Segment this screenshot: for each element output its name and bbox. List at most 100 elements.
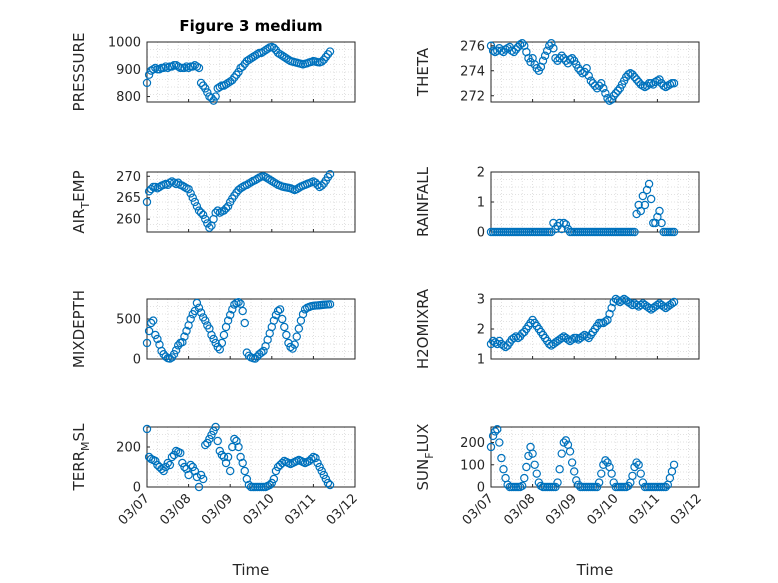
y-tick-label: 274 — [460, 64, 485, 79]
data-point — [319, 470, 328, 480]
data-point — [565, 55, 575, 64]
data-point — [561, 220, 571, 229]
data-point — [153, 184, 162, 193]
data-point — [240, 466, 249, 476]
data-point — [278, 314, 287, 324]
data-point — [572, 333, 581, 343]
data-point — [142, 197, 152, 207]
x-axis-label-left: Time — [232, 561, 270, 579]
y-label-main: SUN — [414, 459, 432, 491]
data-point — [151, 330, 160, 340]
x-tick-label: 03/09 — [543, 491, 580, 528]
data-point — [267, 176, 276, 186]
data-point — [499, 465, 508, 474]
data-point — [186, 314, 195, 324]
data-point — [325, 47, 335, 56]
data-point — [278, 458, 287, 468]
data-point — [317, 57, 326, 66]
data-point — [153, 334, 162, 344]
data-point — [630, 72, 639, 82]
series-markers — [142, 422, 335, 492]
data-point — [196, 308, 206, 317]
y-tick-label: 260 — [116, 213, 141, 228]
data-point — [572, 476, 581, 485]
data-point — [503, 44, 512, 53]
data-point — [313, 180, 322, 190]
data-point — [232, 436, 241, 446]
data-point — [578, 332, 587, 341]
series-markers — [486, 39, 679, 105]
series-markers — [486, 179, 679, 237]
data-point — [250, 175, 260, 185]
y-tick-label: 265 — [116, 191, 141, 206]
data-point — [151, 456, 160, 466]
data-point — [234, 442, 243, 452]
data-point — [188, 62, 197, 71]
data-point — [557, 449, 566, 458]
data-point — [493, 425, 502, 434]
data-point — [584, 71, 593, 80]
data-point — [163, 458, 172, 468]
y-label-suffix: EMP — [70, 170, 88, 201]
data-point — [490, 338, 500, 347]
data-point — [642, 185, 652, 195]
data-point — [188, 193, 197, 202]
data-point — [242, 56, 252, 66]
data-point — [630, 227, 639, 237]
data-point — [146, 66, 156, 75]
data-point — [292, 184, 301, 194]
data-point — [267, 478, 276, 488]
subplot-pressure: 800 900 1000 PRESSURE — [70, 33, 356, 112]
data-point — [244, 55, 254, 64]
y-label-main: TERR — [70, 451, 88, 492]
data-point — [557, 224, 566, 234]
grid-lines — [490, 427, 700, 487]
data-point — [269, 178, 279, 187]
data-point — [178, 181, 187, 190]
y-axis-label: PRESSURE — [70, 33, 88, 112]
data-point — [545, 339, 554, 349]
data-point — [567, 458, 577, 467]
data-point — [325, 480, 335, 490]
data-point — [298, 310, 308, 319]
y-tick-label: 272 — [460, 89, 485, 104]
x-tick-label: 03/07 — [460, 491, 497, 528]
y-tick-label: 800 — [116, 90, 141, 105]
subplot-rainfall: 0 1 2 RAINFALL — [414, 166, 700, 241]
data-point — [182, 326, 191, 336]
data-point — [630, 462, 639, 472]
data-point — [171, 179, 181, 189]
data-point — [594, 81, 604, 90]
data-point — [657, 218, 666, 228]
data-point — [223, 316, 233, 325]
data-point — [261, 45, 270, 55]
y-tick-label: 0 — [133, 353, 141, 368]
data-point — [215, 446, 224, 456]
data-point — [609, 478, 618, 487]
data-point — [669, 297, 679, 307]
data-point — [198, 210, 208, 220]
data-point — [242, 180, 252, 190]
data-point — [555, 218, 564, 228]
series-markers — [142, 169, 335, 232]
x-tick-label: 03/10 — [241, 491, 278, 528]
data-point — [609, 91, 618, 100]
data-point — [188, 462, 197, 472]
data-point — [238, 62, 247, 71]
data-point — [628, 70, 637, 79]
data-point — [246, 54, 256, 63]
data-point — [230, 434, 239, 444]
data-point — [151, 63, 160, 73]
data-point — [532, 469, 541, 478]
data-point — [644, 179, 654, 189]
data-point — [144, 70, 154, 79]
data-point — [217, 338, 227, 348]
data-point — [215, 208, 224, 217]
data-point — [307, 454, 316, 464]
data-point — [515, 40, 525, 49]
data-point — [313, 458, 322, 468]
data-point — [271, 466, 281, 476]
data-point — [263, 174, 272, 183]
y-axis-label: AIRTEMP — [70, 170, 92, 233]
